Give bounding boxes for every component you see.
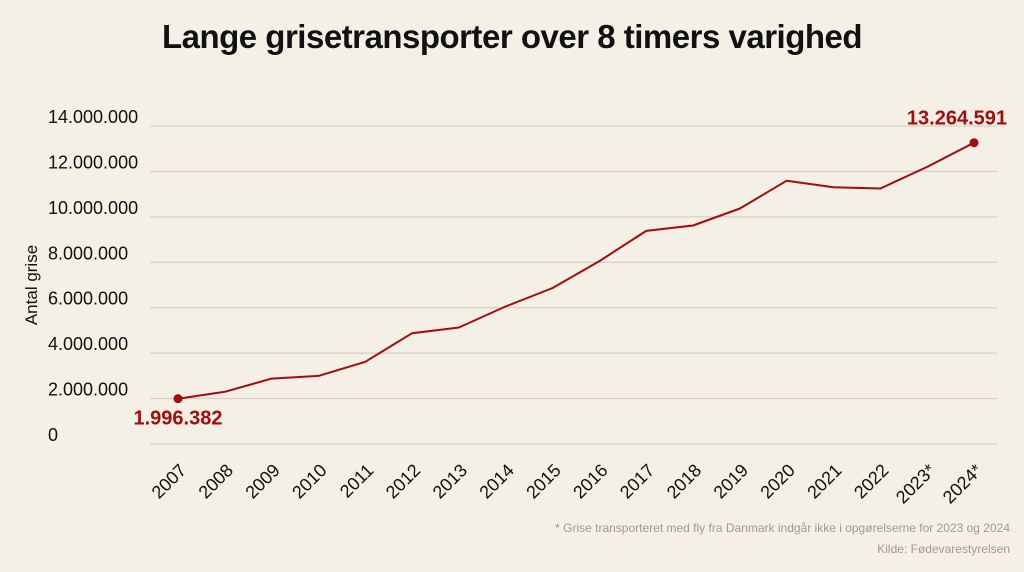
data-labels: 1.996.382 13.264.591 [134, 108, 1007, 430]
x-tick-labels: 2007 2008 2009 2010 2011 2012 2013 2014 2015 2016… [148, 460, 986, 507]
y-axis-label: Antal grise [22, 245, 41, 325]
x-tick-label: 2020 [756, 460, 798, 502]
y-tick-label: 8.000.000 [48, 243, 128, 263]
gridlines [150, 125, 997, 445]
series-line [177, 141, 975, 400]
y-tick-label: 14.000.000 [48, 107, 138, 127]
y-tick-label: 4.000.000 [48, 334, 128, 354]
x-tick-label: 2008 [195, 460, 237, 502]
x-tick-label: 2015 [522, 460, 564, 502]
data-point-marker [969, 138, 979, 148]
x-tick-label: 2010 [288, 460, 330, 502]
y-tick-label: 12.000.000 [48, 152, 138, 172]
y-tick-label: 10.000.000 [48, 198, 138, 218]
data-label: 1.996.382 [134, 408, 223, 430]
x-tick-label: 2016 [569, 460, 611, 502]
x-tick-label: 2013 [429, 460, 471, 502]
x-tick-label: 2024* [939, 460, 986, 507]
x-tick-label: 2021 [803, 460, 845, 502]
data-label: 13.264.591 [907, 108, 1007, 130]
y-tick-label: 0 [48, 425, 58, 445]
y-tick-label: 2.000.000 [48, 380, 128, 400]
x-tick-label: 2011 [336, 460, 378, 502]
chart-title: Lange grisetransporter over 8 timers var… [161, 18, 863, 55]
y-tick-label: 6.000.000 [48, 289, 128, 309]
series-line-path [177, 141, 975, 400]
endpoint-markers [173, 138, 979, 404]
x-tick-label: 2017 [616, 460, 658, 502]
source-note: Kilde: Fødevarestyrelsen [877, 542, 1010, 556]
x-tick-label: 2018 [663, 460, 705, 502]
x-tick-label: 2022 [850, 460, 892, 502]
x-tick-label: 2023* [892, 460, 939, 507]
data-point-marker [173, 394, 183, 404]
y-tick-labels: 0 2.000.000 4.000.000 6.000.000 8.000.000 10.… [48, 107, 138, 445]
footnote: * Grise transporteret med fly fra Danmar… [555, 521, 1010, 535]
x-tick-label: 2009 [241, 460, 283, 502]
x-tick-label: 2012 [382, 460, 424, 502]
x-tick-label: 2019 [710, 460, 752, 502]
x-tick-label: 2007 [148, 460, 190, 502]
x-tick-label: 2014 [475, 460, 517, 502]
